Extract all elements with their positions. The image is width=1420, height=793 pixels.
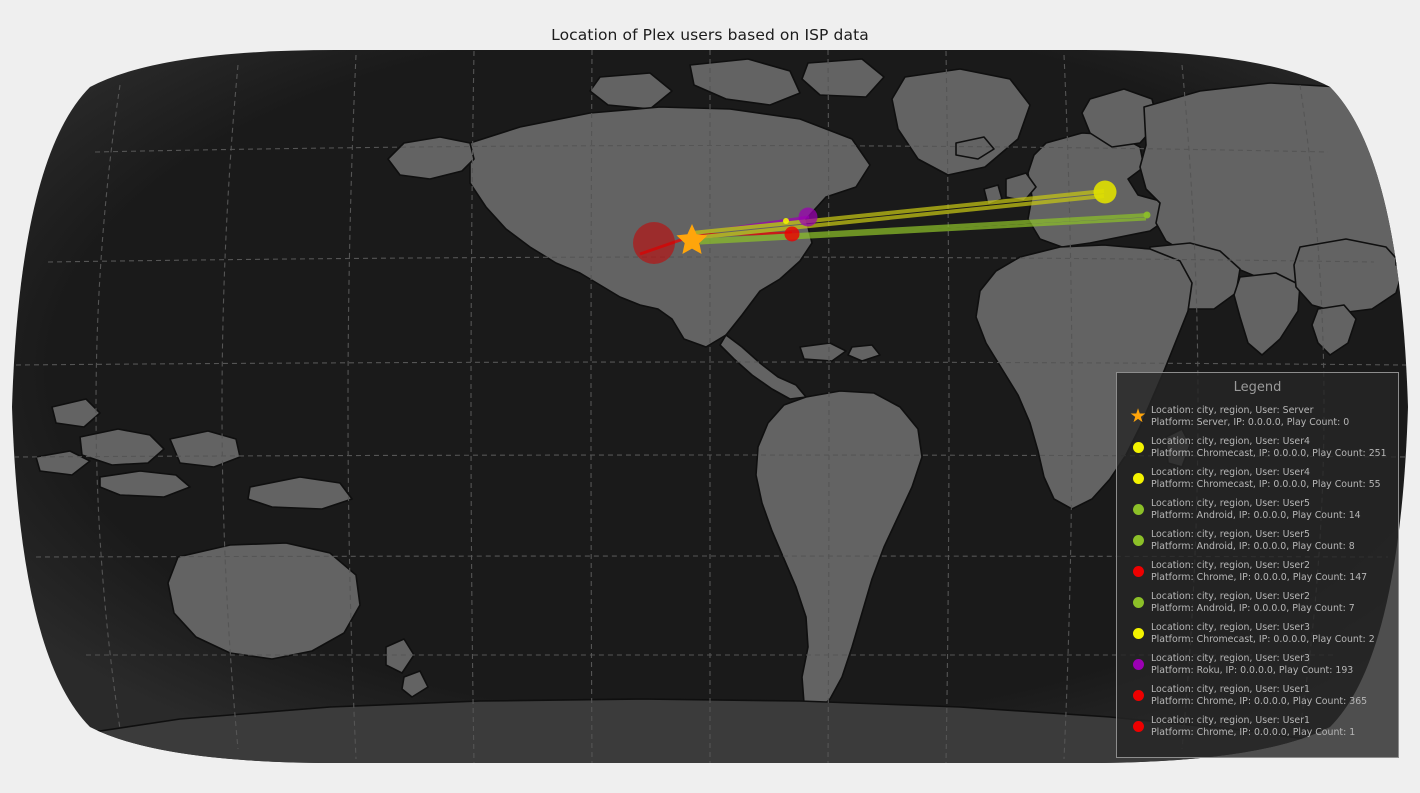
marker-server-star-icon[interactable] — [676, 224, 708, 254]
legend-entry-line1: Location: city, region, User: User1 — [1151, 715, 1311, 727]
dot-icon — [1125, 597, 1151, 608]
legend-entry-line1: Location: city, region, User: User5 — [1151, 498, 1311, 510]
link-europe-yellow-b — [691, 194, 1105, 240]
dot-glyph-icon — [1132, 628, 1144, 639]
legend-entry[interactable]: Location: city, region, User: User4 Platf… — [1117, 432, 1398, 463]
legend-entry[interactable]: Location: city, region, User: User2 Platf… — [1117, 587, 1398, 618]
legend-title: Legend — [1233, 380, 1282, 395]
dot-icon — [1125, 628, 1151, 639]
legend-entry-line1: Location: city, region, User: User4 — [1151, 467, 1311, 479]
dot-glyph-icon — [1132, 721, 1144, 732]
legend-entry[interactable]: Location: city, region, User: User5 Platf… — [1117, 494, 1398, 525]
legend-entry-text: Location: city, region, User: User4 Platf… — [1151, 436, 1387, 459]
dot-icon — [1125, 659, 1151, 670]
legend-entry-line2: Platform: Android, IP: 0.0.0.0, Play Cou… — [1151, 602, 1355, 614]
marker-user3-chromecast-east[interactable] — [783, 218, 789, 224]
legend-entry[interactable]: Location: city, region, User: User3 Platf… — [1117, 618, 1398, 649]
legend-entry-text: Location: city, region, User: Server Plat… — [1151, 405, 1349, 428]
marker-user4-chromecast-europe[interactable] — [1093, 180, 1117, 204]
dot-icon — [1125, 473, 1151, 484]
legend-entry-text: Location: city, region, User: User3 Platf… — [1151, 622, 1375, 645]
marker-user2-chrome-east[interactable] — [784, 226, 800, 242]
legend-entry-line2: Platform: Android, IP: 0.0.0.0, Play Cou… — [1151, 509, 1361, 521]
dot-icon — [1125, 535, 1151, 546]
legend-entry-line2: Platform: Server, IP: 0.0.0.0, Play Coun… — [1151, 416, 1350, 428]
legend-entry[interactable]: ★ Location: city, region, User: Server Pla… — [1117, 401, 1398, 432]
dot-icon — [1125, 442, 1151, 453]
dot-glyph-icon — [1132, 473, 1144, 484]
marker-user3-roku-east[interactable] — [798, 207, 818, 227]
legend-entry-line2: Platform: Chromecast, IP: 0.0.0.0, Play … — [1151, 478, 1381, 490]
legend-entry-text: Location: city, region, User: User2 Platf… — [1151, 560, 1367, 583]
dot-icon — [1125, 690, 1151, 701]
legend-entry-line2: Platform: Roku, IP: 0.0.0.0, Play Count:… — [1151, 664, 1354, 676]
legend-entry[interactable]: Location: city, region, User: User1 Platf… — [1117, 680, 1398, 711]
legend-entry-line2: Platform: Chromecast, IP: 0.0.0.0, Play … — [1151, 633, 1375, 645]
marker-user5-android-europe[interactable] — [1143, 211, 1151, 219]
page-title: Location of Plex users based on ISP data — [551, 26, 869, 44]
marker-user1-chrome-west[interactable] — [633, 222, 675, 264]
star-glyph-icon: ★ — [1129, 404, 1147, 427]
legend-entry-line2: Platform: Chromecast, IP: 0.0.0.0, Play … — [1151, 447, 1387, 459]
map-antarctica — [38, 698, 1383, 763]
legend-entry-text: Location: city, region, User: User1 Platf… — [1151, 715, 1355, 738]
legend-entry-line1: Location: city, region, User: User3 — [1151, 622, 1311, 634]
link-europe-green-b — [699, 217, 1147, 245]
dot-glyph-icon — [1132, 535, 1144, 546]
dot-glyph-icon — [1132, 659, 1144, 670]
legend-entry-line1: Location: city, region, User: User4 — [1151, 436, 1311, 448]
legend-entry-line1: Location: city, region, User: Server — [1151, 405, 1314, 417]
legend-entry-line2: Platform: Chrome, IP: 0.0.0.0, Play Coun… — [1151, 695, 1368, 707]
legend-entry-text: Location: city, region, User: User5 Platf… — [1151, 529, 1355, 552]
legend-rows: ★ Location: city, region, User: Server Pla… — [1117, 401, 1398, 742]
legend-entry-text: Location: city, region, User: User3 Platf… — [1151, 653, 1353, 676]
legend-entry-text: Location: city, region, User: User4 Platf… — [1151, 467, 1381, 490]
legend-entry-line1: Location: city, region, User: User2 — [1151, 560, 1311, 572]
legend-entry-line2: Platform: Chrome, IP: 0.0.0.0, Play Coun… — [1151, 726, 1356, 738]
dot-icon — [1125, 721, 1151, 732]
legend-entry-text: Location: city, region, User: User5 Platf… — [1151, 498, 1361, 521]
dot-glyph-icon — [1132, 442, 1144, 453]
dot-glyph-icon — [1132, 690, 1144, 701]
dot-icon — [1125, 504, 1151, 515]
legend-entry[interactable]: Location: city, region, User: User2 Platf… — [1117, 556, 1398, 587]
dot-glyph-icon — [1132, 597, 1144, 608]
legend-entry[interactable]: Location: city, region, User: User5 Platf… — [1117, 525, 1398, 556]
dot-glyph-icon — [1132, 504, 1144, 515]
legend-entry-line1: Location: city, region, User: User5 — [1151, 529, 1311, 541]
legend-entry[interactable]: Location: city, region, User: User3 Platf… — [1117, 649, 1398, 680]
map-markers[interactable] — [633, 180, 1151, 265]
legend-panel: Legend ★ Location: city, region, User: Se… — [1116, 372, 1399, 758]
legend-entry-line1: Location: city, region, User: User3 — [1151, 653, 1311, 665]
link-europe-green-a — [691, 213, 1149, 243]
legend-entry[interactable]: Location: city, region, User: User4 Platf… — [1117, 463, 1398, 494]
star-icon: ★ — [1125, 404, 1151, 427]
map-connection-lines — [639, 189, 1149, 256]
legend-entry-line1: Location: city, region, User: User2 — [1151, 591, 1311, 603]
legend-entry-line2: Platform: Android, IP: 0.0.0.0, Play Cou… — [1151, 540, 1355, 552]
legend-entry-line2: Platform: Chrome, IP: 0.0.0.0, Play Coun… — [1151, 571, 1368, 583]
dot-icon — [1125, 566, 1151, 577]
legend-entry-line1: Location: city, region, User: User1 — [1151, 684, 1311, 696]
dot-glyph-icon — [1132, 566, 1144, 577]
legend-entry[interactable]: Location: city, region, User: User1 Platf… — [1117, 711, 1398, 742]
legend-entry-text: Location: city, region, User: User1 Platf… — [1151, 684, 1367, 707]
legend-entry-text: Location: city, region, User: User2 Platf… — [1151, 591, 1355, 614]
link-europe-yellow-a — [691, 189, 1105, 235]
